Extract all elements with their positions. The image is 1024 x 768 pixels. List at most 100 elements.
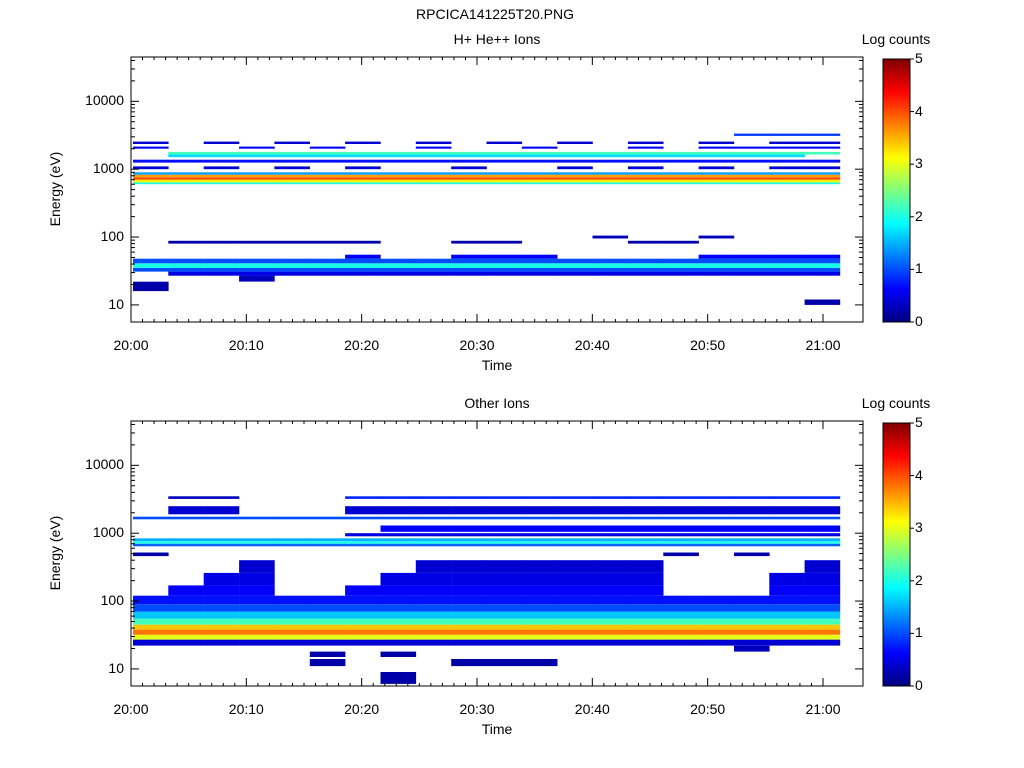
heatmap-cell: [627, 538, 664, 542]
heatmap-cell: [415, 172, 452, 175]
heatmap-cell: [239, 634, 275, 640]
heatmap-cell: [734, 533, 770, 537]
heatmap-cell: [804, 133, 841, 136]
heatmap-cell: [521, 585, 558, 596]
heatmap-cell: [804, 172, 841, 175]
heatmap-cell: [804, 166, 841, 170]
heatmap-cell: [309, 659, 346, 667]
heatmap-cell: [663, 151, 699, 155]
heatmap-cell: [415, 585, 452, 596]
heatmap-cell: [451, 254, 487, 259]
heatmap-cell: [168, 585, 204, 596]
heatmap-cell: [239, 177, 275, 180]
y-tick-label: 10000: [85, 92, 124, 109]
heatmap-cell: [239, 263, 275, 268]
heatmap-cell: [698, 182, 735, 185]
heatmap-cell: [415, 179, 452, 183]
heatmap-cell: [557, 516, 593, 520]
heatmap-cell: [274, 624, 310, 630]
heatmap-cell: [274, 629, 310, 635]
heatmap-cell: [451, 541, 487, 544]
heatmap-cell: [698, 604, 735, 612]
heatmap-cell: [521, 572, 558, 586]
heatmap-cell: [627, 258, 664, 264]
heatmap-cell: [627, 172, 664, 175]
heatmap-cell: [627, 541, 664, 544]
heatmap-cell: [168, 604, 204, 612]
heatmap-cell: [274, 271, 310, 276]
heatmap-cell: [627, 240, 664, 244]
heatmap-cell: [168, 177, 204, 180]
heatmap-cell: [592, 268, 629, 272]
y-tick-label: 10000: [85, 456, 124, 473]
heatmap-cell: [521, 560, 558, 573]
x-tick-label: 20:30: [459, 337, 495, 353]
heatmap-cell: [486, 151, 523, 155]
heatmap-cell: [451, 585, 487, 596]
heatmap-cell: [274, 240, 310, 244]
heatmap-cell: [168, 516, 204, 520]
heatmap-cell: [734, 645, 770, 652]
heatmap-cell: [769, 254, 805, 259]
heatmap-cell: [309, 258, 346, 264]
heatmap-cell: [804, 174, 841, 178]
heatmap-cell: [133, 541, 169, 544]
heatmap-cell: [168, 634, 204, 640]
heatmap-cell: [451, 618, 487, 625]
heatmap-cell: [734, 538, 770, 542]
heatmap-cell: [239, 174, 275, 178]
heatmap-cell: [521, 258, 558, 264]
heatmap-cell: [451, 172, 487, 175]
heatmap-cell: [734, 629, 770, 635]
heatmap-cell: [557, 560, 593, 573]
heatmap-cell: [203, 159, 240, 163]
heatmap-cell: [698, 159, 735, 163]
heatmap-cell: [486, 172, 523, 175]
heatmap-cell: [415, 604, 452, 612]
heatmap-cell: [486, 263, 523, 268]
heatmap-cell: [663, 268, 699, 272]
heatmap-cell: [734, 624, 770, 630]
heatmap-cell: [415, 525, 452, 532]
heatmap-cell: [274, 604, 310, 612]
heatmap-cell: [627, 595, 664, 605]
heatmap-cell: [168, 154, 204, 158]
heatmap-cell: [451, 560, 487, 573]
heatmap-cell: [734, 552, 770, 557]
heatmap-cell: [133, 177, 169, 180]
heatmap-cell: [627, 634, 664, 640]
heatmap-cell: [663, 604, 699, 612]
y-tick-label: 10: [108, 295, 124, 312]
heatmap-cell: [203, 516, 240, 520]
heatmap-cell: [769, 271, 805, 276]
heatmap-cell: [592, 560, 629, 573]
heatmap-cell: [274, 639, 310, 646]
heatmap-cell: [698, 541, 735, 544]
heatmap-cell: [557, 154, 593, 158]
heatmap-cell: [239, 543, 275, 547]
heatmap-cell: [769, 172, 805, 175]
heatmap-cell: [769, 604, 805, 612]
heatmap-cell: [663, 629, 699, 635]
heatmap-cell: [380, 174, 417, 178]
heatmap-cell: [627, 166, 664, 170]
heatmap-cell: [380, 533, 417, 537]
heatmap-cell: [415, 177, 452, 180]
heatmap-cell: [415, 560, 452, 573]
heatmap-cell: [663, 258, 699, 264]
heatmap-cell: [627, 268, 664, 272]
heatmap-cell: [380, 629, 417, 635]
heatmap-cell: [486, 533, 523, 537]
heatmap-cell: [521, 271, 558, 276]
heatmap-cell: [380, 268, 417, 272]
heatmap-cell: [239, 258, 275, 264]
heatmap-cell: [557, 611, 593, 619]
heatmap-cell: [627, 179, 664, 183]
heatmap-cell: [769, 533, 805, 537]
heatmap-cell: [521, 151, 558, 155]
heatmap-cell: [451, 595, 487, 605]
heatmap-cell: [486, 506, 523, 515]
heatmap-cell: [168, 271, 204, 276]
heatmap-cell: [380, 634, 417, 640]
heatmap-cell: [734, 525, 770, 532]
